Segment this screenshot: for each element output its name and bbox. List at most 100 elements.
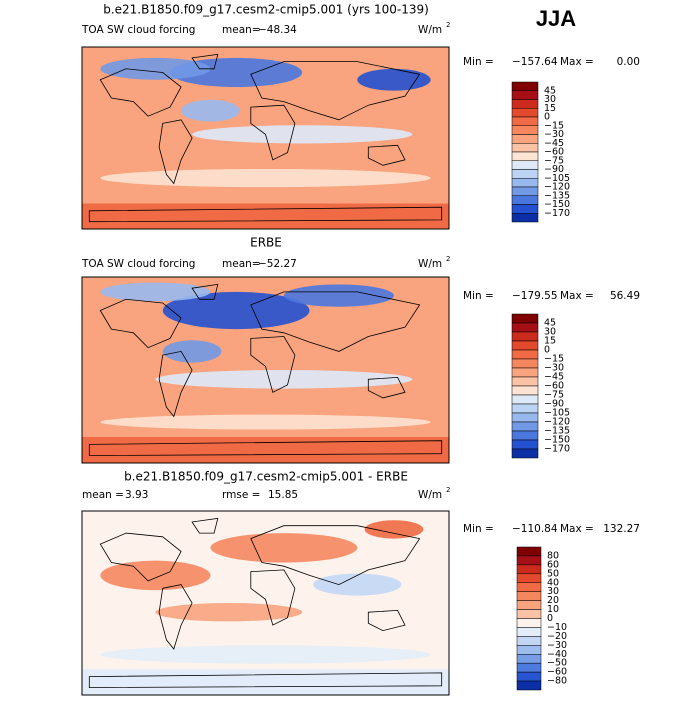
panel-title: b.e21.B1850.f09_g17.cesm2-cmip5.001 (yrs… <box>103 3 429 17</box>
colorbar-box <box>511 439 539 450</box>
field-region <box>100 414 431 430</box>
colorbar-label: −40 <box>547 649 567 660</box>
colorbar-label: −30 <box>547 640 567 651</box>
colorbar-label: −60 <box>544 381 564 392</box>
max-label: Max = <box>560 290 594 302</box>
colorbar-label: 20 <box>547 595 559 606</box>
colorbar-label: 10 <box>547 604 559 615</box>
colorbar-box <box>516 609 542 619</box>
colorbar-label: −45 <box>544 138 564 149</box>
colorbar-label: 30 <box>544 94 556 105</box>
colorbar-box <box>511 169 539 179</box>
units: W/m <box>418 489 442 501</box>
colorbar-box <box>511 322 539 333</box>
coastline <box>250 104 296 161</box>
colorbar-box <box>516 618 542 628</box>
colorbar-box <box>516 636 542 646</box>
colorbar-box <box>516 546 542 557</box>
colorbar-box <box>516 573 542 583</box>
coastline <box>99 68 182 117</box>
colorbar-box <box>511 313 539 324</box>
season: JJA <box>536 6 576 31</box>
field-region <box>100 560 211 591</box>
colorbar-label: −45 <box>544 372 564 383</box>
map-frame <box>81 46 450 230</box>
colorbar-label: −60 <box>544 147 564 158</box>
colorbar-box <box>511 385 539 396</box>
map <box>81 46 450 230</box>
colorbar-box <box>511 394 539 405</box>
colorbar-label: −105 <box>544 408 570 419</box>
colorbar-label: −150 <box>544 435 570 446</box>
map-frame <box>81 276 450 464</box>
colorbar-label: 60 <box>547 559 559 570</box>
colorbar-box <box>511 186 539 196</box>
colorbar-label: −105 <box>544 173 570 184</box>
coastline <box>88 206 443 223</box>
coastline <box>250 525 421 586</box>
coastline <box>250 291 421 352</box>
colorbar-box <box>511 99 539 109</box>
colorbar-label: −75 <box>544 390 564 401</box>
colorbar-label: −135 <box>544 190 570 201</box>
colorbar-label: 15 <box>544 336 556 347</box>
field-region <box>100 282 211 302</box>
field-label: TOA SW cloud forcing <box>81 258 195 270</box>
colorbar-box <box>511 134 539 144</box>
colorbar-box <box>511 151 539 161</box>
coastline <box>191 517 219 534</box>
map <box>81 510 450 696</box>
colorbar-box <box>511 403 539 414</box>
colorbar-label: −170 <box>544 444 570 455</box>
colorbar-box <box>511 116 539 126</box>
coastline <box>88 440 443 457</box>
map-frame <box>81 510 450 696</box>
colorbar-label: −90 <box>544 164 564 175</box>
coastline <box>191 283 219 300</box>
min-value: −110.84 <box>512 523 558 535</box>
max-value: 56.49 <box>610 290 640 302</box>
colorbar-box <box>511 213 539 223</box>
colorbar-box <box>511 178 539 188</box>
max-label: Max = <box>560 523 594 535</box>
colorbar-box <box>516 582 542 592</box>
colorbar-label: −15 <box>544 120 564 131</box>
colorbar-label: −80 <box>547 676 567 687</box>
coastline <box>250 336 296 393</box>
colorbar-box <box>516 627 542 637</box>
panel-title: b.e21.B1850.f09_g17.cesm2-cmip5.001 - ER… <box>124 470 408 484</box>
colorbar-box <box>511 331 539 342</box>
colorbar-label: 0 <box>544 345 550 356</box>
colorbar-label: −170 <box>544 208 570 219</box>
colorbar-box <box>511 125 539 135</box>
field-region <box>100 168 431 188</box>
coastline <box>367 609 406 632</box>
colorbar-label: −10 <box>547 622 567 633</box>
coastline <box>99 532 182 582</box>
colorbar-box <box>511 81 539 91</box>
coastline <box>367 376 406 399</box>
colorbar-label: −20 <box>547 631 567 642</box>
field-region <box>162 291 310 330</box>
max-value: 132.27 <box>603 523 640 535</box>
field-region <box>313 573 402 596</box>
colorbar-box <box>511 90 539 100</box>
colorbar-box <box>516 645 542 655</box>
colorbar-box <box>511 340 539 351</box>
rmse-label: rmse = <box>222 489 260 501</box>
colorbar-box <box>516 591 542 601</box>
colorbar-box <box>511 160 539 170</box>
mean-label: mean = <box>82 489 124 501</box>
colorbar-label: 45 <box>544 318 556 329</box>
colorbar-label: −150 <box>544 199 570 210</box>
map <box>81 276 450 464</box>
field-region <box>100 57 211 80</box>
units: W/m <box>418 24 442 36</box>
rmse-value: 15.85 <box>268 489 298 501</box>
colorbar-box <box>516 600 542 610</box>
max-label: Max = <box>560 56 594 68</box>
colorbar-label: −75 <box>544 155 564 166</box>
coastline <box>367 144 406 166</box>
units-exponent: 2 <box>446 255 450 263</box>
